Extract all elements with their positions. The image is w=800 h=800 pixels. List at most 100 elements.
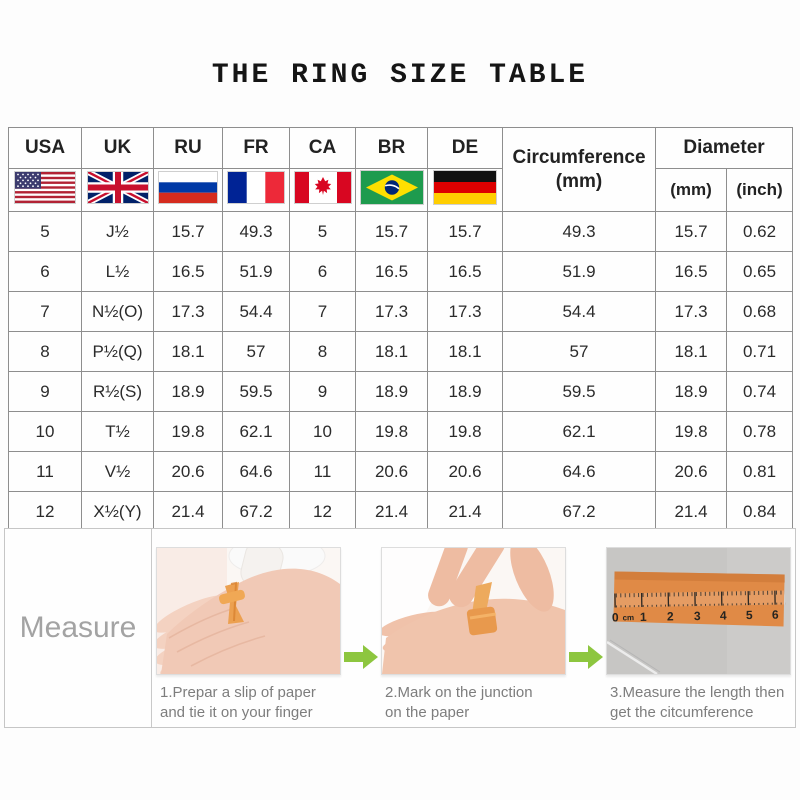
measure-section: Measure: [4, 528, 796, 728]
table-cell: 21.4: [427, 491, 503, 532]
table-cell: 0.65: [725, 251, 794, 292]
col-header-circumference: Circumference (mm): [502, 127, 656, 212]
table-cell: 18.9: [355, 371, 428, 412]
table-cell: 62.1: [502, 411, 656, 452]
arrow-right-icon: [344, 645, 378, 669]
table-cell: P½(Q): [81, 331, 154, 372]
table-cell: 0.71: [725, 331, 794, 372]
arrow-right-icon: [569, 645, 603, 669]
table-cell: T½: [81, 411, 154, 452]
table-cell: N½(O): [81, 291, 154, 332]
table-cell: 18.1: [655, 331, 727, 372]
table-row: 5 J½ 15.7 49.3 5 15.7 15.7 49.3 15.7 0.62: [8, 211, 794, 252]
table-cell: 21.4: [655, 491, 727, 532]
table-cell: 19.8: [153, 411, 223, 452]
table-cell: 57: [222, 331, 290, 372]
table-cell: 16.5: [655, 251, 727, 292]
measure-step-1: 1.Prepar a slip of paper and tie it on y…: [156, 547, 341, 722]
table-cell: 18.9: [427, 371, 503, 412]
table-cell: X½(Y): [81, 491, 154, 532]
svg-text:6: 6: [772, 608, 779, 622]
table-cell: 8: [289, 331, 356, 372]
table-cell: 67.2: [502, 491, 656, 532]
table-row: 12 X½(Y) 21.4 67.2 12 21.4 21.4 67.2 21.4 0.84: [8, 491, 794, 532]
col-header-uk: UK: [81, 127, 154, 169]
table-cell: 15.7: [153, 211, 223, 252]
table-cell: 54.4: [222, 291, 290, 332]
table-cell: 20.6: [153, 451, 223, 492]
table-cell: 7: [289, 291, 356, 332]
table-cell: 15.7: [655, 211, 727, 252]
table-cell: 7: [8, 291, 82, 332]
diameter-unit-mm: (mm): [655, 168, 727, 212]
table-cell: 6: [8, 251, 82, 292]
table-cell: 11: [8, 451, 82, 492]
diameter-unit-inch: (inch): [725, 168, 794, 212]
col-header-de: DE: [427, 127, 503, 169]
page-title: THE RING SIZE TABLE: [211, 60, 589, 91]
col-header-ru: RU: [153, 127, 223, 169]
table-cell: 0.78: [725, 411, 794, 452]
table-cell: 17.3: [153, 291, 223, 332]
size-table-body: 5 J½ 15.7 49.3 5 15.7 15.7 49.3 15.7 0.62 6 L½ 16.5 5…: [8, 211, 794, 532]
table-cell: 67.2: [222, 491, 290, 532]
table-cell: 59.5: [222, 371, 290, 412]
country-code-row: USA UK RU FR CA BR DE Circumference (mm)…: [8, 127, 794, 212]
brazil-flag-icon: [359, 170, 424, 205]
table-cell: 10: [8, 411, 82, 452]
measure-step-3: 0 cm 1 2 3 4 5 6: [606, 547, 791, 722]
col-header-usa: USA: [8, 127, 82, 169]
col-header-fr: FR: [222, 127, 290, 169]
table-cell: 6: [289, 251, 356, 292]
table-cell: 20.6: [655, 451, 727, 492]
step2-photo-mark-junction: [381, 547, 566, 675]
table-row: 11 V½ 20.6 64.6 11 20.6 20.6 64.6 20.6 0.81: [8, 451, 794, 492]
russia-flag-icon: [158, 171, 218, 204]
table-cell: 19.8: [655, 411, 727, 452]
table-cell: R½(S): [81, 371, 154, 412]
table-cell: 0.84: [725, 491, 794, 532]
table-cell: 64.6: [502, 451, 656, 492]
table-row: 6 L½ 16.5 51.9 6 16.5 16.5 51.9 16.5 0.65: [8, 251, 794, 292]
table-cell: 20.6: [427, 451, 503, 492]
table-cell: 10: [289, 411, 356, 452]
table-cell: 54.4: [502, 291, 656, 332]
table-cell: 0.62: [725, 211, 794, 252]
table-cell: 62.1: [222, 411, 290, 452]
table-cell: 64.6: [222, 451, 290, 492]
canada-flag-icon: [293, 171, 352, 204]
flag-row: (mm) (inch): [8, 168, 794, 212]
svg-text:1: 1: [640, 610, 647, 624]
circumference-label: Circumference: [512, 146, 646, 168]
table-cell: 9: [289, 371, 356, 412]
table-cell: 59.5: [502, 371, 656, 412]
table-cell: 57: [502, 331, 656, 372]
table-cell: 5: [289, 211, 356, 252]
measure-steps: 1.Prepar a slip of paper and tie it on y…: [152, 529, 795, 727]
col-header-br: BR: [355, 127, 428, 169]
step1-photo-tie-paper: [156, 547, 341, 675]
uk-flag-icon: [86, 171, 149, 204]
table-cell: 49.3: [502, 211, 656, 252]
step3-photo-ruler: 0 cm 1 2 3 4 5 6: [606, 547, 791, 675]
table-cell: 12: [8, 491, 82, 532]
table-cell: 17.3: [355, 291, 428, 332]
table-cell: 17.3: [427, 291, 503, 332]
table-cell: 18.1: [355, 331, 428, 372]
table-row: 9 R½(S) 18.9 59.5 9 18.9 18.9 59.5 18.9 0.74: [8, 371, 794, 412]
col-header-diameter: Diameter: [654, 127, 794, 169]
table-cell: 0.68: [725, 291, 794, 332]
table-cell: 18.9: [655, 371, 727, 412]
step1-caption: 1.Prepar a slip of paper and tie it on y…: [160, 684, 316, 721]
svg-text:cm: cm: [622, 613, 634, 622]
table-cell: 11: [289, 451, 356, 492]
table-cell: 21.4: [355, 491, 428, 532]
table-cell: L½: [81, 251, 154, 292]
table-cell: 19.8: [355, 411, 428, 452]
table-row: 8 P½(Q) 18.1 57 8 18.1 18.1 57 18.1 0.71: [8, 331, 794, 372]
table-cell: V½: [81, 451, 154, 492]
measure-step-2: 2.Mark on the junction on the paper: [381, 547, 566, 722]
table-cell: 8: [8, 331, 82, 372]
table-cell: 15.7: [427, 211, 503, 252]
svg-text:3: 3: [694, 609, 701, 623]
